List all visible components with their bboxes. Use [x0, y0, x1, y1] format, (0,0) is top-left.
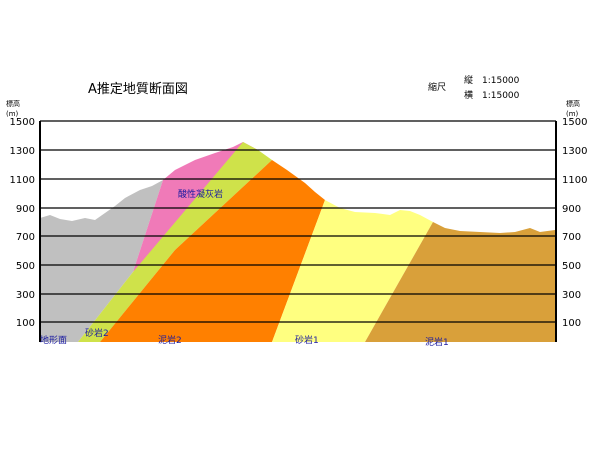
right-tick-1300: 1300 — [562, 146, 587, 157]
left-tick-500: 500 — [16, 261, 35, 272]
sandstone2-unit — [78, 142, 272, 342]
left-axis-unit: (m) — [6, 110, 19, 118]
gray-area — [40, 180, 163, 342]
right-tick-1500: 1500 — [562, 117, 587, 128]
left-tick-1100: 1100 — [10, 175, 35, 186]
grid-lines — [40, 120, 556, 323]
scale-vertical: 縦 1:15000 — [464, 74, 520, 86]
left-tick-labels: 1500 1300 1100 900 700 500 300 100 — [10, 117, 35, 329]
right-tick-100: 100 — [562, 318, 581, 329]
right-tick-labels: 1500 1300 1100 900 700 500 300 100 — [562, 117, 587, 329]
label-tuff: 酸性凝灰岩 — [178, 188, 223, 200]
diagram-title: A推定地質断面図 — [88, 82, 188, 97]
left-tick-300: 300 — [16, 290, 35, 301]
right-tick-500: 500 — [562, 261, 581, 272]
right-axis-title: 標高 — [566, 99, 580, 108]
left-axis-title: 標高 — [6, 99, 20, 108]
right-tick-1100: 1100 — [562, 175, 587, 186]
right-tick-900: 900 — [562, 204, 581, 215]
label-mudstone1: 泥岩1 — [425, 336, 449, 348]
label-terrain: 地形面 — [40, 334, 67, 346]
label-mudstone2: 泥岩2 — [158, 334, 182, 346]
right-axis-unit: (m) — [566, 110, 579, 118]
scale-horizontal: 横 1:15000 — [464, 89, 520, 101]
left-tick-1300: 1300 — [10, 146, 35, 157]
label-sandstone2: 砂岩2 — [85, 327, 109, 339]
scale-label: 縮尺 — [428, 81, 446, 93]
left-tick-100: 100 — [16, 318, 35, 329]
left-tick-900: 900 — [16, 204, 35, 215]
right-tick-300: 300 — [562, 290, 581, 301]
left-tick-700: 700 — [16, 232, 35, 243]
left-tick-1500: 1500 — [10, 117, 35, 128]
mudstone2-unit — [100, 160, 325, 342]
mudstone1-unit — [365, 222, 555, 342]
label-sandstone1: 砂岩1 — [295, 334, 319, 346]
right-tick-700: 700 — [562, 232, 581, 243]
